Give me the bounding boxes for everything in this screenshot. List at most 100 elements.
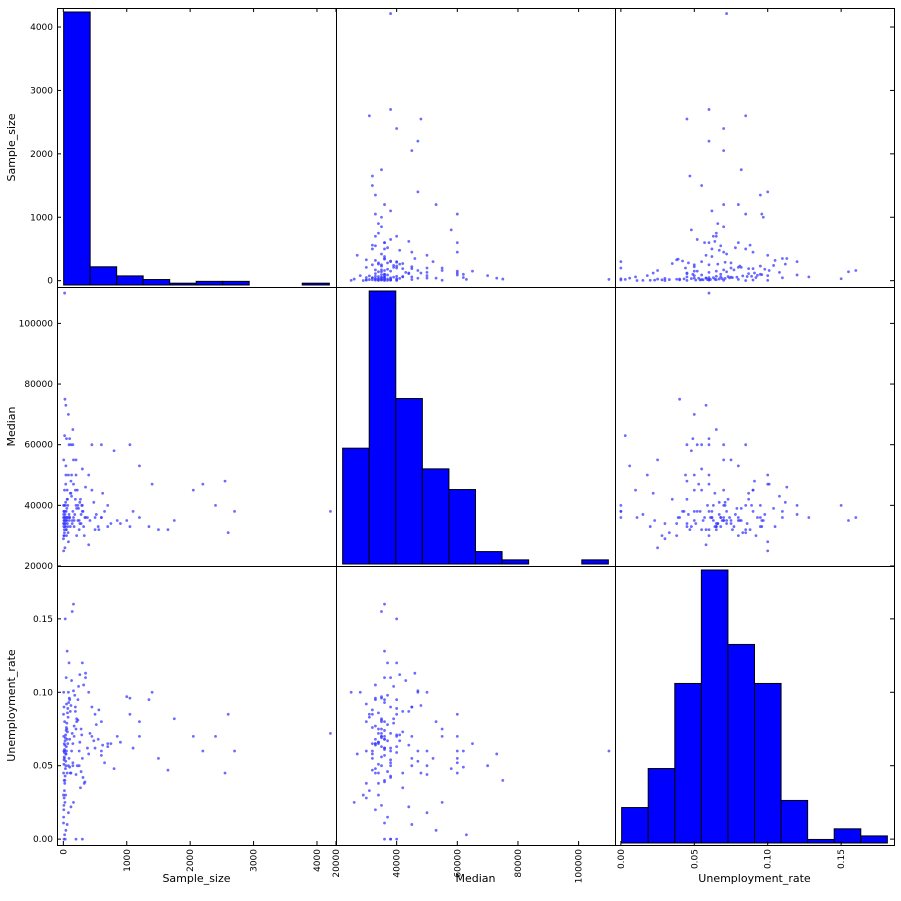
y-tick-label: 100000 bbox=[19, 319, 54, 329]
scatter-point bbox=[380, 736, 383, 740]
scatter-point bbox=[645, 473, 649, 477]
scatter-point bbox=[66, 707, 70, 710]
scatter-point bbox=[461, 765, 465, 769]
scatter-point bbox=[67, 756, 71, 760]
scatter-point bbox=[69, 491, 73, 495]
scatter-point bbox=[758, 264, 762, 268]
scatter-point bbox=[383, 780, 386, 784]
scatter-point bbox=[72, 724, 76, 728]
scatter-point bbox=[70, 473, 73, 477]
scatter-point bbox=[401, 771, 405, 775]
scatter-point bbox=[81, 776, 85, 779]
scatter-point bbox=[370, 184, 374, 187]
scatter-point bbox=[383, 649, 386, 653]
scatter-point bbox=[707, 534, 711, 538]
scatter-point bbox=[700, 273, 704, 277]
scatter-point bbox=[419, 117, 423, 121]
scatter-point bbox=[685, 117, 689, 121]
scatter-point bbox=[380, 732, 383, 735]
scatter-point bbox=[63, 434, 67, 437]
scatter-point bbox=[726, 497, 730, 501]
scatter-point bbox=[710, 247, 714, 251]
scatter-point bbox=[92, 500, 96, 504]
scatter-point bbox=[377, 231, 380, 235]
scatter-point bbox=[370, 749, 374, 753]
scatter-point bbox=[64, 793, 67, 797]
scatter-point bbox=[722, 458, 726, 462]
scatter-point bbox=[377, 727, 380, 731]
scatter-point bbox=[713, 525, 717, 528]
scatter-point bbox=[419, 704, 423, 707]
scatter-point bbox=[623, 277, 627, 281]
scatter-point bbox=[367, 114, 371, 118]
scatter-point bbox=[68, 516, 72, 519]
scatter-point bbox=[471, 269, 474, 273]
scatter-point bbox=[738, 519, 742, 522]
scatter-point bbox=[166, 528, 170, 532]
scatter-point bbox=[70, 749, 73, 753]
scatter-point bbox=[77, 685, 80, 688]
scatter-point bbox=[377, 732, 380, 735]
scatter-point bbox=[736, 203, 740, 206]
scatter-point bbox=[628, 276, 632, 280]
scatter-point bbox=[370, 243, 374, 247]
scatter-point bbox=[361, 793, 365, 797]
scatter-point bbox=[78, 522, 82, 525]
scatter-point bbox=[455, 734, 459, 738]
x-tick-label: 0 bbox=[59, 849, 69, 855]
scatter-point bbox=[398, 262, 402, 266]
histogram-bar bbox=[368, 290, 397, 565]
scatter-point bbox=[684, 473, 687, 477]
y-tick-label: 0.15 bbox=[33, 615, 53, 625]
scatter-point bbox=[63, 774, 67, 778]
scatter-point bbox=[99, 443, 103, 447]
scatter-point bbox=[766, 540, 770, 544]
scatter-point bbox=[685, 275, 689, 279]
scatter-point bbox=[785, 257, 789, 260]
scatter-point bbox=[694, 278, 698, 282]
scatter-point bbox=[386, 246, 389, 250]
scatter-point bbox=[364, 278, 368, 282]
scatter-point bbox=[781, 516, 784, 519]
scatter-point bbox=[380, 225, 383, 229]
scatter-point bbox=[374, 696, 377, 700]
histogram-bar bbox=[89, 266, 118, 286]
scatter-point bbox=[80, 733, 84, 737]
scatter-point bbox=[383, 701, 386, 704]
scatter-point bbox=[651, 271, 655, 275]
scatter-point bbox=[754, 534, 758, 538]
scatter-point bbox=[416, 749, 420, 753]
scatter-point bbox=[689, 449, 693, 453]
scatter-point bbox=[383, 821, 386, 825]
scatter-point bbox=[410, 756, 414, 760]
scatter-point bbox=[722, 127, 726, 130]
scatter-point bbox=[214, 734, 217, 738]
scatter-point bbox=[663, 522, 667, 525]
scatter-point bbox=[76, 698, 80, 702]
scatter-point bbox=[157, 756, 160, 760]
scatter-point bbox=[440, 801, 444, 804]
scatter-point bbox=[695, 510, 699, 513]
scatter-point bbox=[67, 519, 71, 522]
x-axis-label: Sample_size bbox=[162, 872, 230, 885]
scatter-point bbox=[725, 522, 728, 525]
scatter-point bbox=[744, 531, 748, 535]
scatter-point bbox=[63, 291, 67, 295]
scatter-point bbox=[723, 503, 727, 507]
scatter-point bbox=[119, 522, 122, 525]
scatter-point bbox=[380, 264, 383, 268]
scatter-point bbox=[407, 805, 411, 809]
scatter-point bbox=[694, 522, 698, 525]
scatter-point bbox=[223, 479, 227, 483]
scatter-point bbox=[106, 745, 110, 749]
scatter-point bbox=[99, 754, 103, 757]
scatter-point bbox=[766, 253, 770, 257]
scatter-point bbox=[449, 228, 453, 232]
x-axis-label: Unemployment_rate bbox=[698, 872, 811, 885]
histogram-Sample_size bbox=[63, 11, 330, 286]
scatter-point bbox=[109, 522, 113, 525]
scatter-point bbox=[635, 516, 639, 519]
scatter-point bbox=[419, 271, 423, 275]
scatter-point bbox=[404, 271, 408, 274]
scatter-point bbox=[63, 516, 66, 519]
